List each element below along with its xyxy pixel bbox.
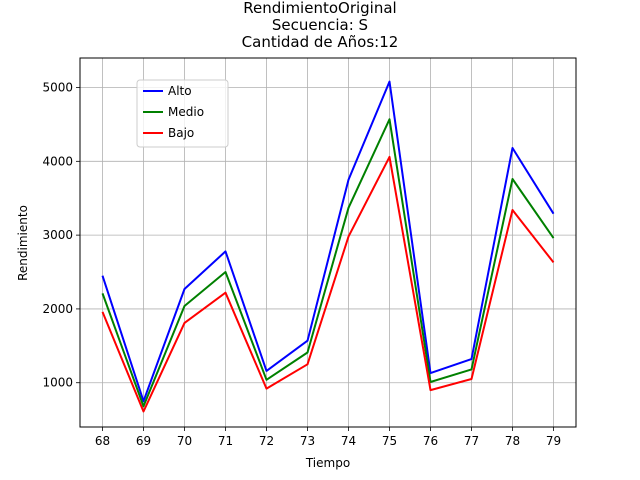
legend-label-alto: Alto: [168, 84, 192, 98]
x-tick-label: 76: [423, 434, 438, 448]
x-tick-label: 77: [464, 434, 479, 448]
x-tick-label: 68: [95, 434, 110, 448]
y-tick-label: 2000: [42, 302, 73, 316]
chart-title-line-2: Secuencia: S: [271, 16, 369, 34]
x-tick-label: 70: [177, 434, 192, 448]
grid-lines: [80, 58, 576, 427]
y-axis-label: Rendimiento: [16, 205, 30, 281]
plot-frame: [79, 57, 577, 428]
legend-label-bajo: Bajo: [168, 126, 194, 140]
x-tick-label: 75: [382, 434, 397, 448]
x-tick-label: 72: [259, 434, 274, 448]
x-tick-label: 78: [505, 434, 520, 448]
x-tick-label: 74: [341, 434, 356, 448]
legend: Alto Medio Bajo: [136, 79, 229, 148]
series-layer: [101, 80, 555, 413]
chart-title-line-1: RendimientoOriginal: [243, 0, 397, 17]
x-tick-label: 79: [546, 434, 561, 448]
series-line-alto: [101, 80, 555, 403]
x-axis: 68 69 70 71 72 73 74 75 76 77 78 79: [95, 427, 561, 448]
y-tick-label: 5000: [42, 81, 73, 95]
y-tick-label: 1000: [42, 376, 73, 390]
x-tick-label: 71: [218, 434, 233, 448]
series-line-bajo: [101, 155, 555, 413]
chart-title-line-3: Cantidad de Años:12: [241, 33, 399, 51]
x-axis-label: Tiempo: [305, 456, 350, 470]
x-tick-label: 69: [136, 434, 151, 448]
y-tick-label: 3000: [42, 228, 73, 242]
series-line-medio: [101, 118, 555, 408]
legend-box: [136, 79, 229, 148]
legend-label-medio: Medio: [168, 105, 204, 119]
x-tick-label: 73: [300, 434, 315, 448]
y-axis: 1000 2000 3000 4000 5000: [42, 81, 80, 390]
y-tick-label: 4000: [42, 154, 73, 168]
